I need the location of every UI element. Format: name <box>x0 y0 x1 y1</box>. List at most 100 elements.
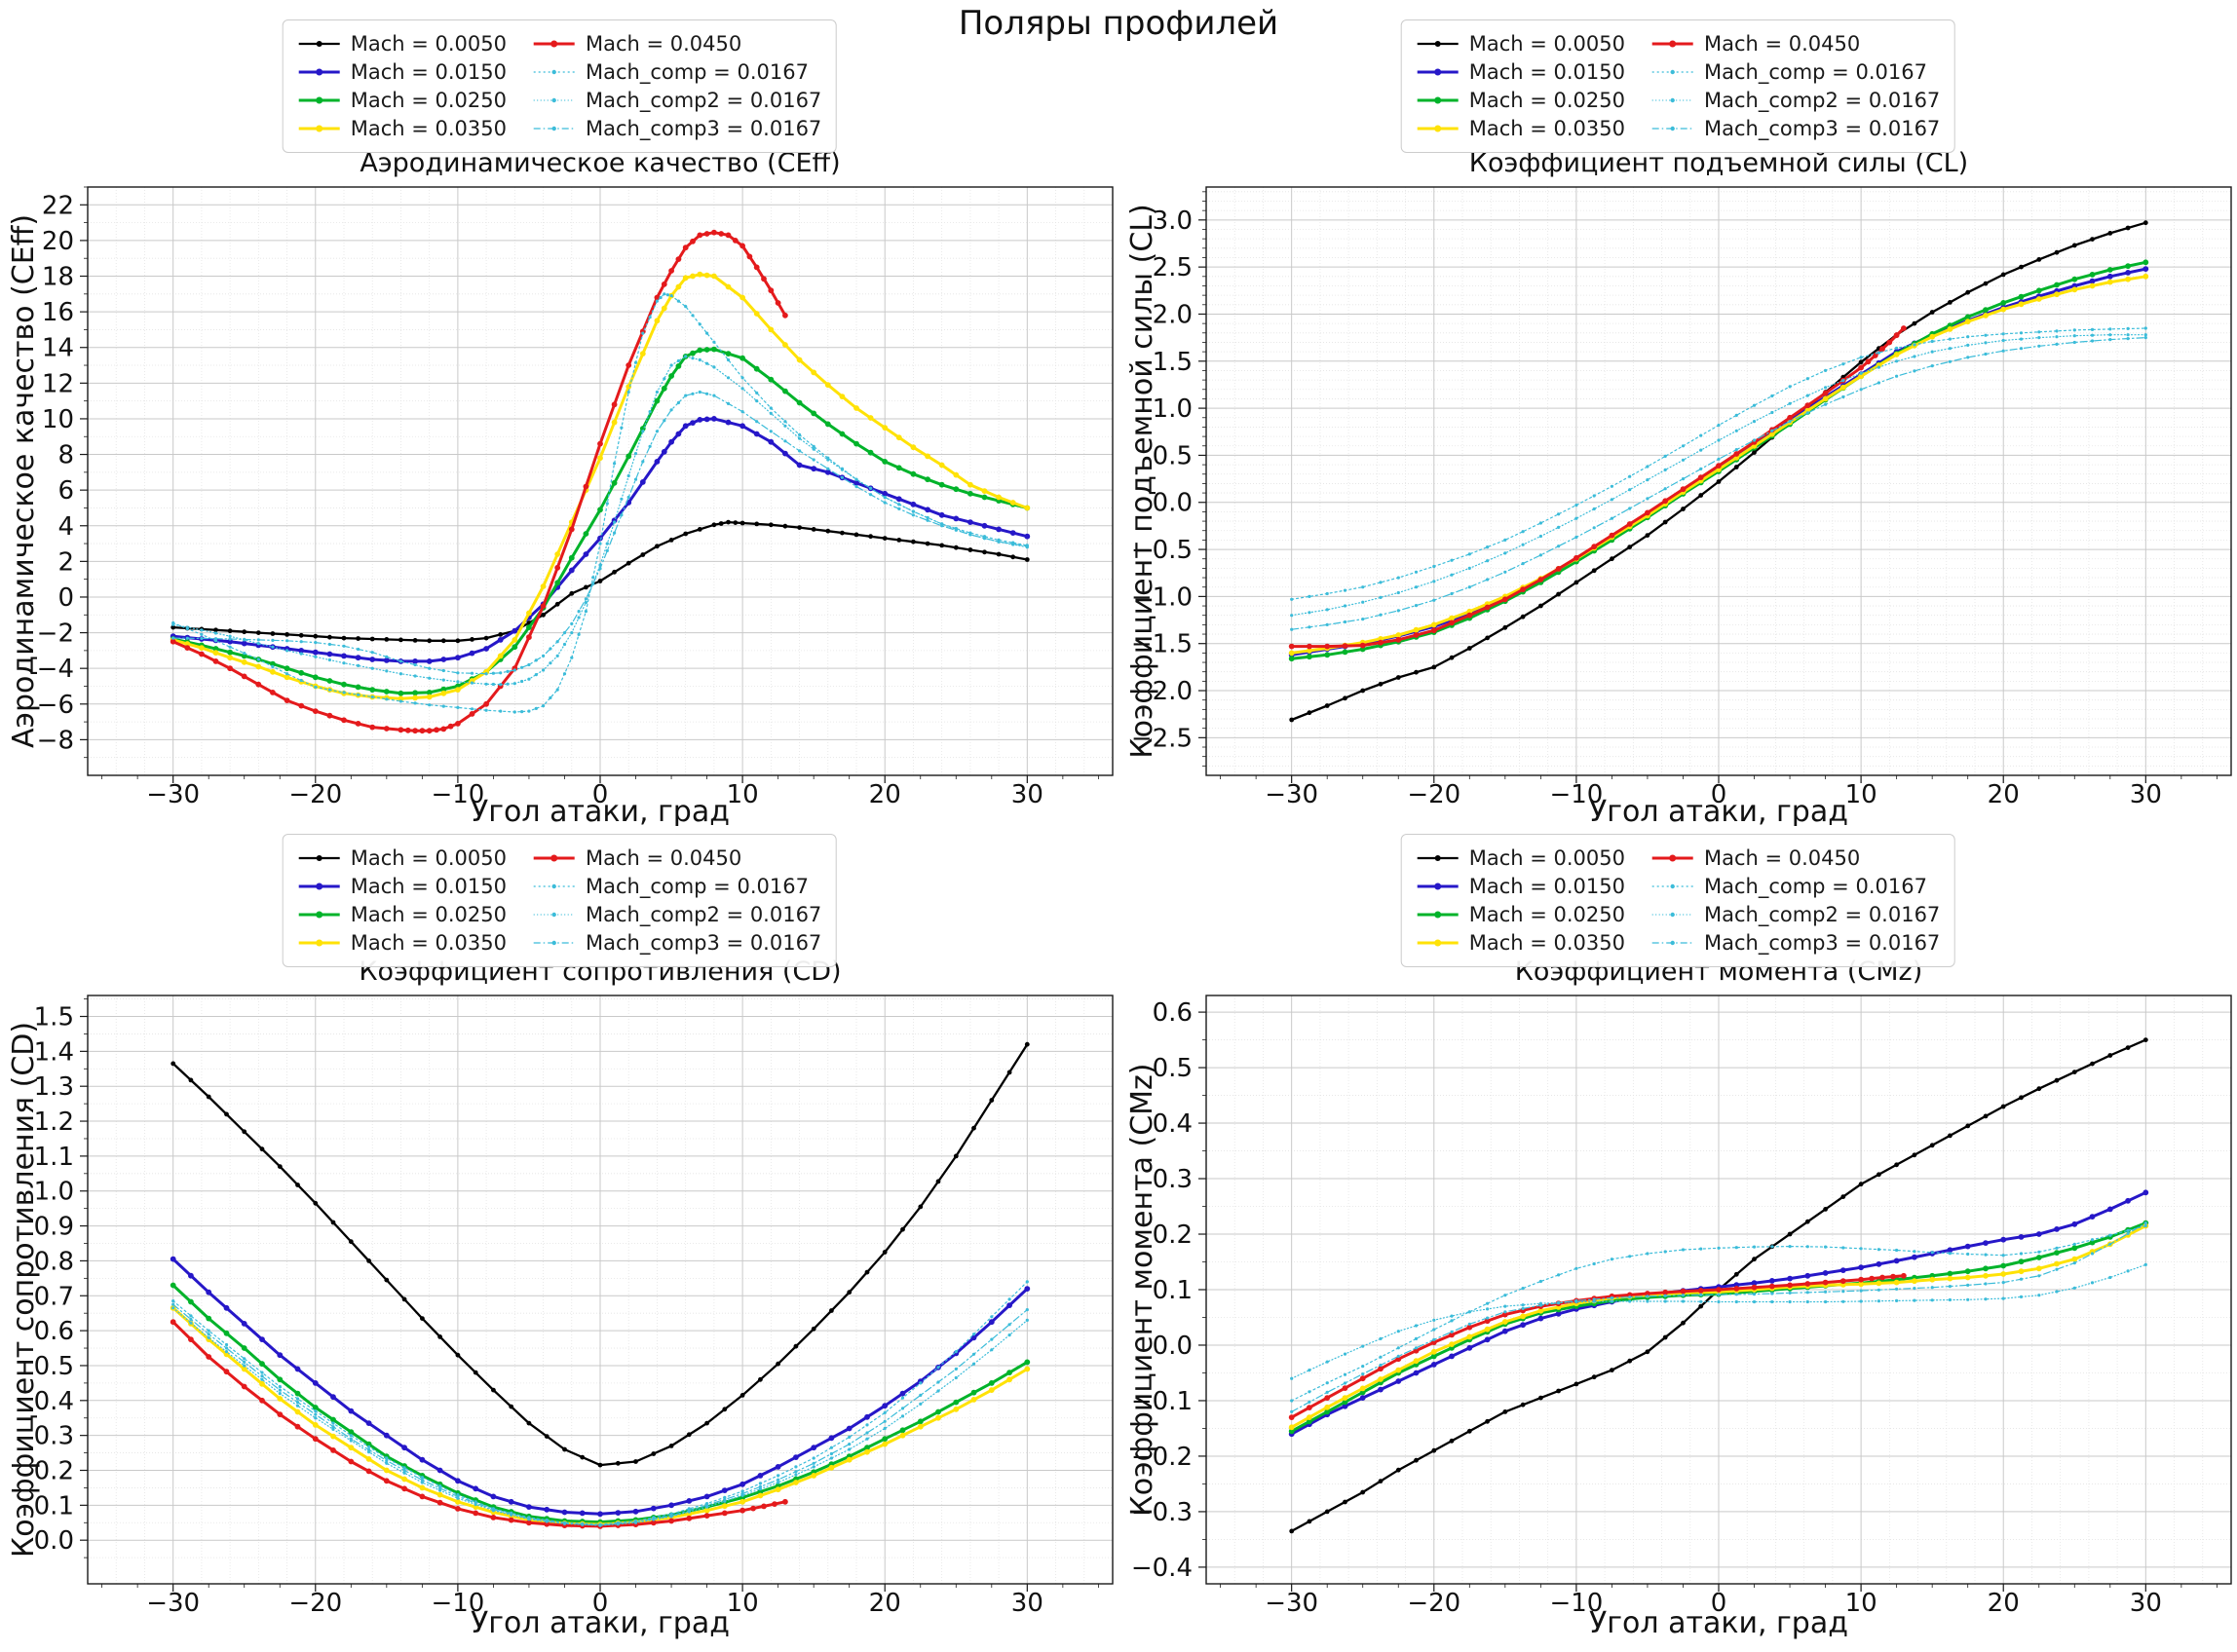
y-tick-label: 4 <box>57 512 74 542</box>
series-line <box>1290 1274 1906 1419</box>
y-tick-label: 6 <box>57 476 74 506</box>
series-5 <box>1288 325 1907 650</box>
y-tick-label: 0.5 <box>1153 1054 1193 1083</box>
y-tick-label: −0.4 <box>1131 1554 1193 1583</box>
y-tick-label: 18 <box>42 263 74 292</box>
subplot-cl: −30 −20 −10 0 10 20 30 −2.5 −2.0 −1.5 −1.0 −0.5 0.0 0… <box>1118 0 2237 826</box>
legend-item: Mach = 0.0450 <box>532 30 821 57</box>
legend-line-sample <box>1417 911 1459 919</box>
legend-line-sample <box>298 68 340 76</box>
major-grid <box>1206 995 2231 1584</box>
legend-item: Mach = 0.0350 <box>1416 115 1625 142</box>
legend-item: Mach = 0.0050 <box>297 845 507 872</box>
series-1 <box>171 1041 1030 1468</box>
series-markers <box>1290 1262 2147 1380</box>
y-axis-label: Коэффициент сопротивления (CD) <box>7 1022 41 1558</box>
legend-cmz: Mach = 0.0050 Mach = 0.0150 Mach = 0.0250 M… <box>1400 834 1955 967</box>
legend-line-sample <box>1651 40 1693 48</box>
legend-line-sample <box>533 40 575 48</box>
y-tick-label: −6 <box>37 691 74 720</box>
legend-item-label: Mach = 0.0350 <box>1468 117 1625 140</box>
legend-line-sample <box>1417 41 1459 47</box>
legend-item-label: Mach_comp2 = 0.0167 <box>1703 903 1941 926</box>
legend-line-sample <box>298 911 340 919</box>
legend-item: Mach_comp3 = 0.0167 <box>532 929 821 957</box>
legend-item: Mach = 0.0050 <box>1416 30 1625 57</box>
legend-item: Mach_comp2 = 0.0167 <box>532 87 821 114</box>
legend-item: Mach = 0.0150 <box>297 58 507 86</box>
chart-cmz: −30 −20 −10 0 10 20 30 −0.4 −0.3 −0.2 −0.1 0.0 0.1 0.… <box>1125 957 2232 1640</box>
legend-line-sample <box>298 882 340 890</box>
legend-ceff: Mach = 0.0050 Mach = 0.0150 Mach = 0.0250 M… <box>282 19 837 153</box>
legend-line-sample <box>1651 940 1693 946</box>
y-tick-label: 3.0 <box>1153 206 1193 236</box>
axis-ticks <box>80 204 1028 783</box>
x-tick-label: −10 <box>431 780 484 809</box>
axis-ticks <box>1198 219 2146 783</box>
legend-item: Mach = 0.0450 <box>1650 30 1940 57</box>
x-tick-label: 10 <box>1845 1589 1877 1618</box>
legend-line-sample <box>1651 883 1693 889</box>
subplot-cd: −30 −20 −10 0 10 20 30 0.0 0.1 0.2 0.3 0.4 0.5 0.6 0.7… <box>0 826 1118 1652</box>
legend-item: Mach = 0.0250 <box>1416 87 1625 114</box>
y-tick-label: 0.1 <box>34 1491 74 1521</box>
y-tick-label: 0 <box>57 583 74 613</box>
legend-item-label: Mach_comp2 = 0.0167 <box>1703 89 1941 112</box>
major-grid <box>88 187 1113 775</box>
legend-line-sample <box>1651 912 1693 918</box>
x-tick-label: 30 <box>1011 1589 1043 1618</box>
legend-item: Mach = 0.0150 <box>1416 58 1625 86</box>
legend-item-label: Mach = 0.0050 <box>1468 846 1625 870</box>
minor-ticks <box>1202 1039 2218 1588</box>
series-line <box>1290 326 1906 649</box>
y-tick-label: 0.2 <box>34 1457 74 1486</box>
plot-area: −30 −20 −10 0 10 20 30−8−6−4−20246810121416182… <box>7 148 1114 826</box>
y-axis-label: Аэродинамическое качество (CEff) <box>7 214 41 748</box>
y-tick-label: 0.7 <box>34 1282 74 1311</box>
legend-line-sample <box>1651 126 1693 131</box>
axis-ticks <box>80 1015 1028 1592</box>
legend-line-sample <box>1417 855 1459 861</box>
legend-line-sample <box>533 97 575 103</box>
y-tick-label: −1.0 <box>1131 582 1193 612</box>
x-axis-label: Угол атаки, град <box>471 1606 730 1640</box>
y-tick-label: 1.0 <box>1153 394 1193 424</box>
legend-item-label: Mach_comp = 0.0167 <box>1703 60 1927 84</box>
legend-item: Mach = 0.0150 <box>1416 873 1625 900</box>
figure-title: Поляры профилей <box>958 4 1279 43</box>
legend-item: Mach = 0.0350 <box>297 115 507 142</box>
series-markers <box>1290 326 2147 601</box>
legend-item-label: Mach = 0.0450 <box>1703 32 1861 56</box>
legend-item: Mach = 0.0350 <box>1416 929 1625 957</box>
legend-item: Mach_comp = 0.0167 <box>1650 58 1940 86</box>
legend-item-label: Mach_comp3 = 0.0167 <box>585 931 822 955</box>
legend-line-sample <box>298 855 340 861</box>
legend-item-label: Mach = 0.0250 <box>350 903 507 926</box>
y-tick-label: −8 <box>37 726 74 755</box>
series-markers <box>1289 1037 2148 1534</box>
series-8 <box>1290 1221 2147 1413</box>
legend-line-sample <box>1651 854 1693 862</box>
y-tick-label: 0.0 <box>1153 489 1193 518</box>
subplot-cmz: −30 −20 −10 0 10 20 30 −0.4 −0.3 −0.2 −0.1 0.0 0.1 0.… <box>1118 826 2237 1652</box>
series-line <box>172 356 1028 686</box>
series-8 <box>171 390 1029 676</box>
series-line <box>171 1320 787 1528</box>
legend-item-label: Mach_comp2 = 0.0167 <box>585 903 822 926</box>
series-7 <box>1290 333 2147 618</box>
y-tick-label: 0.3 <box>1153 1165 1193 1194</box>
y-tick-label: 1.2 <box>34 1108 74 1137</box>
x-tick-label: 0 <box>1711 1589 1727 1618</box>
axes-frame <box>87 186 1114 776</box>
legend-item-label: Mach_comp3 = 0.0167 <box>1703 931 1941 955</box>
y-tick-label: 12 <box>42 369 74 398</box>
axes-frame <box>1205 995 2232 1585</box>
legend-line-sample <box>533 940 575 946</box>
legend-line-sample <box>533 854 575 862</box>
legend-line-sample <box>533 69 575 75</box>
y-tick-label: 2 <box>57 547 74 577</box>
series-markers <box>171 1302 1029 1527</box>
legend-item-label: Mach = 0.0050 <box>1468 32 1625 56</box>
